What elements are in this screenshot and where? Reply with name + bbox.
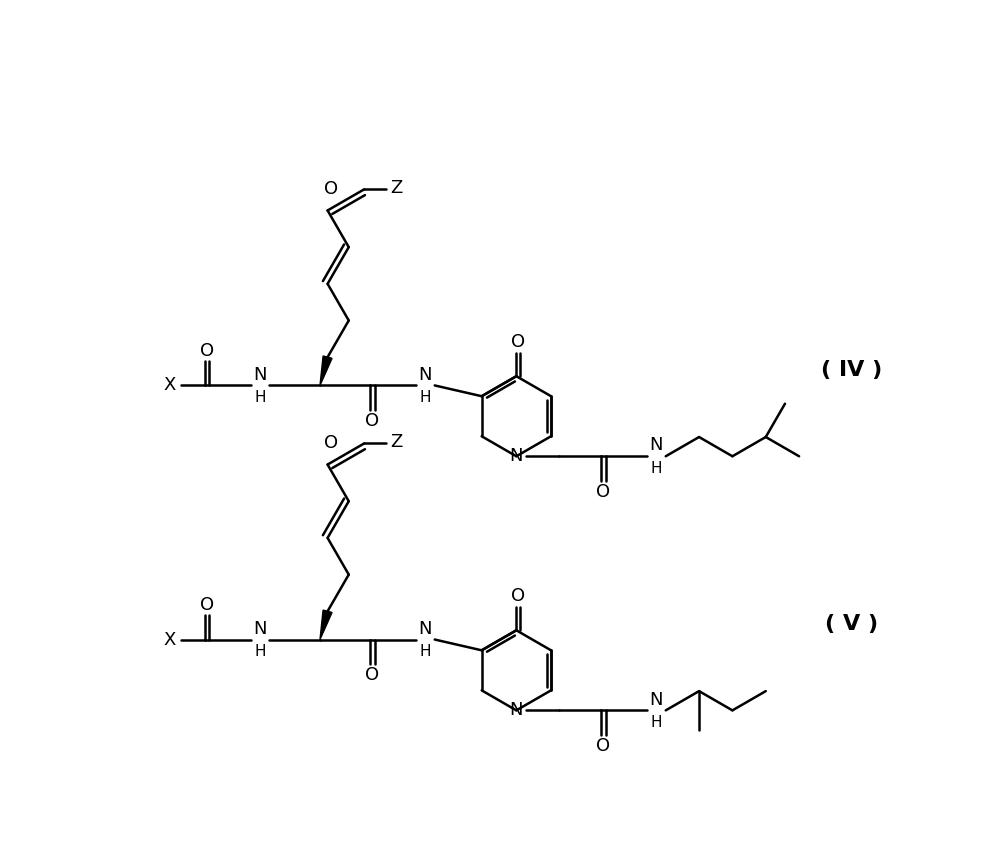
Text: H: H: [254, 390, 266, 405]
Text: H: H: [254, 644, 266, 659]
Text: ( IV ): ( IV ): [821, 360, 882, 380]
Text: N: N: [650, 691, 663, 709]
Text: H: H: [420, 390, 431, 405]
Text: N: N: [510, 701, 523, 719]
Text: O: O: [511, 587, 525, 605]
Text: O: O: [200, 596, 214, 614]
Text: Z: Z: [390, 179, 403, 197]
Text: O: O: [596, 737, 610, 755]
Text: ( V ): ( V ): [825, 614, 878, 634]
Text: N: N: [253, 366, 267, 384]
Text: O: O: [324, 180, 338, 198]
Text: N: N: [510, 447, 523, 465]
Text: H: H: [651, 716, 662, 730]
Text: N: N: [650, 436, 663, 454]
Polygon shape: [320, 610, 332, 639]
Text: O: O: [200, 342, 214, 360]
Text: N: N: [419, 366, 432, 384]
Text: H: H: [651, 461, 662, 476]
Text: O: O: [324, 434, 338, 452]
Text: Z: Z: [390, 433, 403, 451]
Text: O: O: [365, 666, 379, 684]
Text: X: X: [164, 376, 176, 394]
Text: O: O: [365, 412, 379, 430]
Text: N: N: [253, 620, 267, 638]
Text: X: X: [164, 631, 176, 649]
Text: O: O: [596, 482, 610, 500]
Text: O: O: [511, 333, 525, 351]
Text: H: H: [420, 644, 431, 659]
Polygon shape: [320, 356, 332, 386]
Text: N: N: [419, 620, 432, 638]
